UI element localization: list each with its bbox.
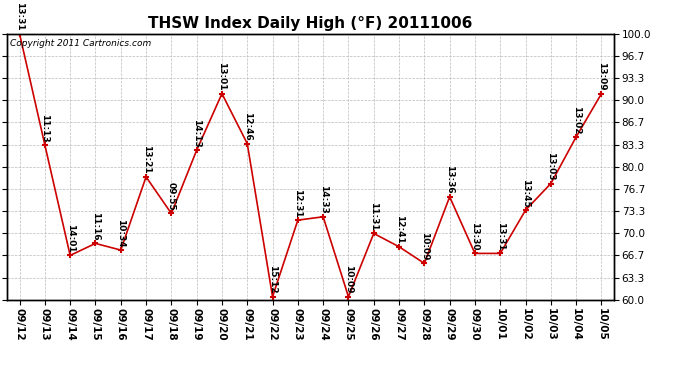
- Text: 13:30: 13:30: [471, 222, 480, 251]
- Text: 09:55: 09:55: [167, 182, 176, 211]
- Text: 13:01: 13:01: [217, 62, 226, 91]
- Text: 11:13: 11:13: [40, 114, 50, 142]
- Text: 15:12: 15:12: [268, 265, 277, 294]
- Text: 14:13: 14:13: [192, 119, 201, 147]
- Text: 12:41: 12:41: [395, 215, 404, 244]
- Text: 13:45: 13:45: [521, 178, 530, 207]
- Text: Copyright 2011 Cartronics.com: Copyright 2011 Cartronics.com: [10, 39, 151, 48]
- Text: 13:31: 13:31: [495, 222, 505, 251]
- Text: 13:31: 13:31: [15, 2, 24, 31]
- Title: THSW Index Daily High (°F) 20111006: THSW Index Daily High (°F) 20111006: [148, 16, 473, 31]
- Text: 13:02: 13:02: [571, 106, 581, 134]
- Text: 13:03: 13:03: [546, 152, 555, 181]
- Text: 13:21: 13:21: [141, 146, 150, 174]
- Text: 14:33: 14:33: [319, 185, 328, 214]
- Text: 13:09: 13:09: [597, 62, 606, 91]
- Text: 10:34: 10:34: [116, 219, 126, 247]
- Text: 14:01: 14:01: [66, 224, 75, 253]
- Text: 12:31: 12:31: [293, 189, 302, 218]
- Text: 10:09: 10:09: [344, 266, 353, 294]
- Text: 11:31: 11:31: [369, 202, 378, 231]
- Text: 13:36: 13:36: [445, 165, 454, 194]
- Text: 11:16: 11:16: [91, 212, 100, 241]
- Text: 10:09: 10:09: [420, 232, 429, 261]
- Text: 12:46: 12:46: [243, 112, 252, 141]
